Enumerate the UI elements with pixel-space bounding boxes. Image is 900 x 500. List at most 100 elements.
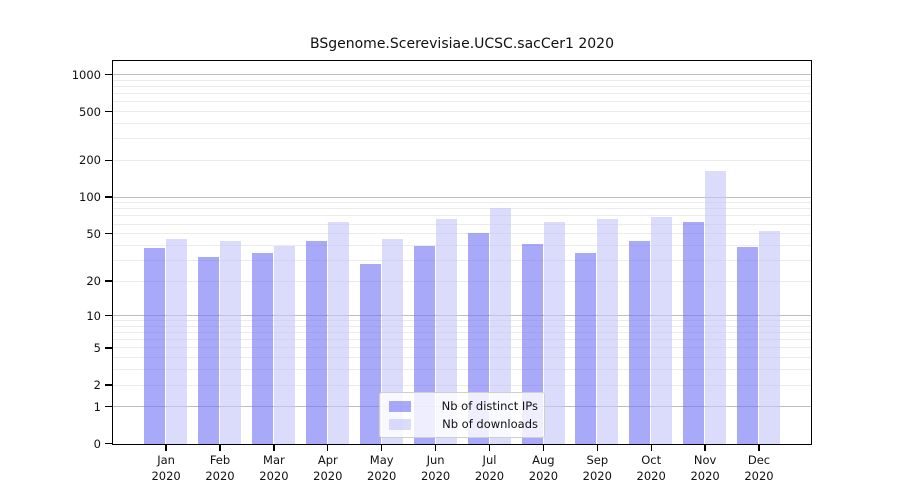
y-tick-2 [105,384,112,386]
bar-may-distinct-ips [359,264,381,444]
x-tick-label-jan: Jan 2020 [151,453,181,483]
x-tick-jul [488,445,491,451]
legend-label-downloads: Nb of downloads [442,417,538,431]
y-tick-10 [105,314,112,317]
bar-oct-downloads [651,217,673,444]
gridline-minor-70 [113,215,811,217]
gridline-major-100 [113,196,811,198]
bar-mar-distinct-ips [252,252,273,444]
x-tick-nov [704,445,706,451]
y-tick-0 [105,442,112,445]
gridline-minor-5 [113,347,811,349]
bar-nov-downloads [705,170,727,444]
gridline-minor-6 [113,339,811,341]
x-tick-label-jun: Jun 2020 [420,453,451,483]
plot-area [112,60,812,445]
x-tick-label-jul: Jul 2020 [474,453,505,483]
y-tick-1 [105,405,112,408]
bar-feb-downloads [220,240,242,444]
legend: Nb of distinct IPs Nb of downloads [379,392,545,438]
x-tick-aug [542,445,545,451]
y-tick-50 [105,232,112,235]
bar-feb-distinct-ips [198,257,220,444]
bar-apr-downloads [327,221,349,444]
x-tick-mar [273,445,275,451]
gridline-minor-90 [113,202,811,204]
x-tick-label-may: May 2020 [367,453,397,483]
y-tick-label-0: 0 [93,436,101,451]
gridline-minor-50 [113,233,811,235]
x-tick-apr [327,445,329,451]
bar-nov-distinct-ips [683,221,705,444]
y-tick-20 [105,280,112,282]
bar-sep-distinct-ips [575,252,597,444]
bar-mar-downloads [274,245,295,444]
x-tick-label-apr: Apr 2020 [313,453,343,483]
gridline-minor-20 [113,280,811,282]
gridline-minor-40 [113,244,811,246]
x-tick-jun [434,445,437,451]
x-tick-dec [758,445,760,451]
y-tick-100 [105,196,112,198]
gridline-minor-500 [113,111,811,113]
gridline-minor-700 [113,93,811,95]
bar-jun-downloads [435,218,457,444]
x-tick-label-mar: Mar 2020 [259,453,289,483]
gridline-minor-300 [113,138,811,140]
gridline-minor-30 [113,259,811,261]
x-tick-oct [650,445,652,451]
bar-jul-downloads [489,207,511,444]
x-tick-label-dec: Dec 2020 [744,453,774,483]
legend-swatch-distinct-ips [389,400,411,412]
gridline-minor-7 [113,332,811,334]
gridline-minor-400 [113,123,811,124]
y-tick-label-20: 20 [86,273,101,288]
x-tick-label-sep: Sep 2020 [582,453,612,483]
y-tick-200 [105,159,112,161]
chart-title: BSgenome.Scerevisiae.UCSC.sacCer1 2020 [310,36,614,52]
x-tick-label-oct: Oct 2020 [636,453,666,483]
x-tick-sep [596,445,598,451]
gridline-major-10 [113,315,811,317]
legend-label-distinct-ips: Nb of distinct IPs [441,399,538,413]
y-tick-1000 [105,73,112,76]
bar-aug-downloads [543,221,565,444]
bar-dec-distinct-ips [737,246,759,444]
y-tick-label-50: 50 [86,226,101,241]
bar-apr-distinct-ips [305,240,327,444]
gridline-minor-80 [113,208,811,210]
gridline-minor-800 [113,86,811,88]
bar-jan-downloads [166,239,188,444]
bar-oct-distinct-ips [629,240,651,444]
gridline-minor-200 [113,159,811,161]
y-tick-label-500: 500 [79,104,101,119]
bar-dec-downloads [759,230,781,444]
legend-swatch-downloads [389,418,411,430]
y-tick-500 [105,110,112,113]
y-tick-5 [105,347,112,349]
gridline-minor-60 [113,223,811,225]
gridline-minor-2 [113,384,811,386]
x-tick-feb [219,445,221,451]
y-tick-label-5: 5 [93,340,101,355]
x-tick-label-aug: Aug 2020 [528,453,559,483]
bar-jan-distinct-ips [144,248,166,444]
x-tick-label-feb: Feb 2020 [205,453,235,483]
x-tick-jan [165,445,167,451]
y-tick-label-1: 1 [93,399,101,414]
legend-row-downloads: Nb of downloads [386,417,538,431]
y-tick-label-10: 10 [86,308,101,323]
gridline-minor-900 [113,79,811,81]
gridline-major-1000 [113,74,811,76]
y-tick-label-100: 100 [79,190,101,205]
gridline-minor-9 [113,320,811,322]
y-tick-label-2: 2 [93,377,101,392]
y-tick-label-200: 200 [79,153,101,168]
x-tick-label-nov: Nov 2020 [690,453,720,483]
gridline-minor-3 [113,369,811,371]
gridline-minor-8 [113,325,811,327]
x-tick-may [381,445,383,451]
bar-sep-downloads [597,219,619,444]
bar-jul-distinct-ips [467,232,489,444]
